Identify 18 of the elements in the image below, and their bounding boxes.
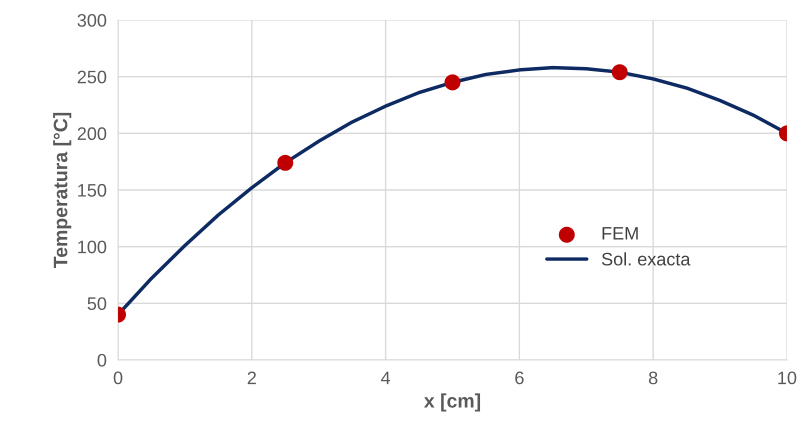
x-tick-label: 0 bbox=[114, 372, 122, 384]
y-tick-label: 300 bbox=[77, 14, 106, 27]
x-tick-label: 10 bbox=[778, 372, 796, 384]
y-tick-label: 50 bbox=[88, 297, 106, 310]
y-tick-label: 100 bbox=[78, 240, 106, 254]
x-tick-label: 2 bbox=[248, 372, 256, 384]
y-axis-title: Temperatura [°C] bbox=[53, 112, 72, 268]
x-axis-title: x [cm] bbox=[424, 393, 480, 412]
y-tick-label: 150 bbox=[78, 184, 106, 197]
legend-label: FEM bbox=[602, 227, 638, 240]
x-tick-label: 8 bbox=[648, 372, 658, 384]
point bbox=[444, 74, 460, 90]
legend-label: Sol. exacta bbox=[602, 252, 690, 266]
y-tick-label: 200 bbox=[78, 127, 106, 140]
y-tick-label: 0 bbox=[98, 354, 106, 367]
y-tick-label: 250 bbox=[78, 70, 106, 84]
x-tick-label: 6 bbox=[515, 372, 524, 384]
x-tick-label: 4 bbox=[380, 372, 390, 384]
